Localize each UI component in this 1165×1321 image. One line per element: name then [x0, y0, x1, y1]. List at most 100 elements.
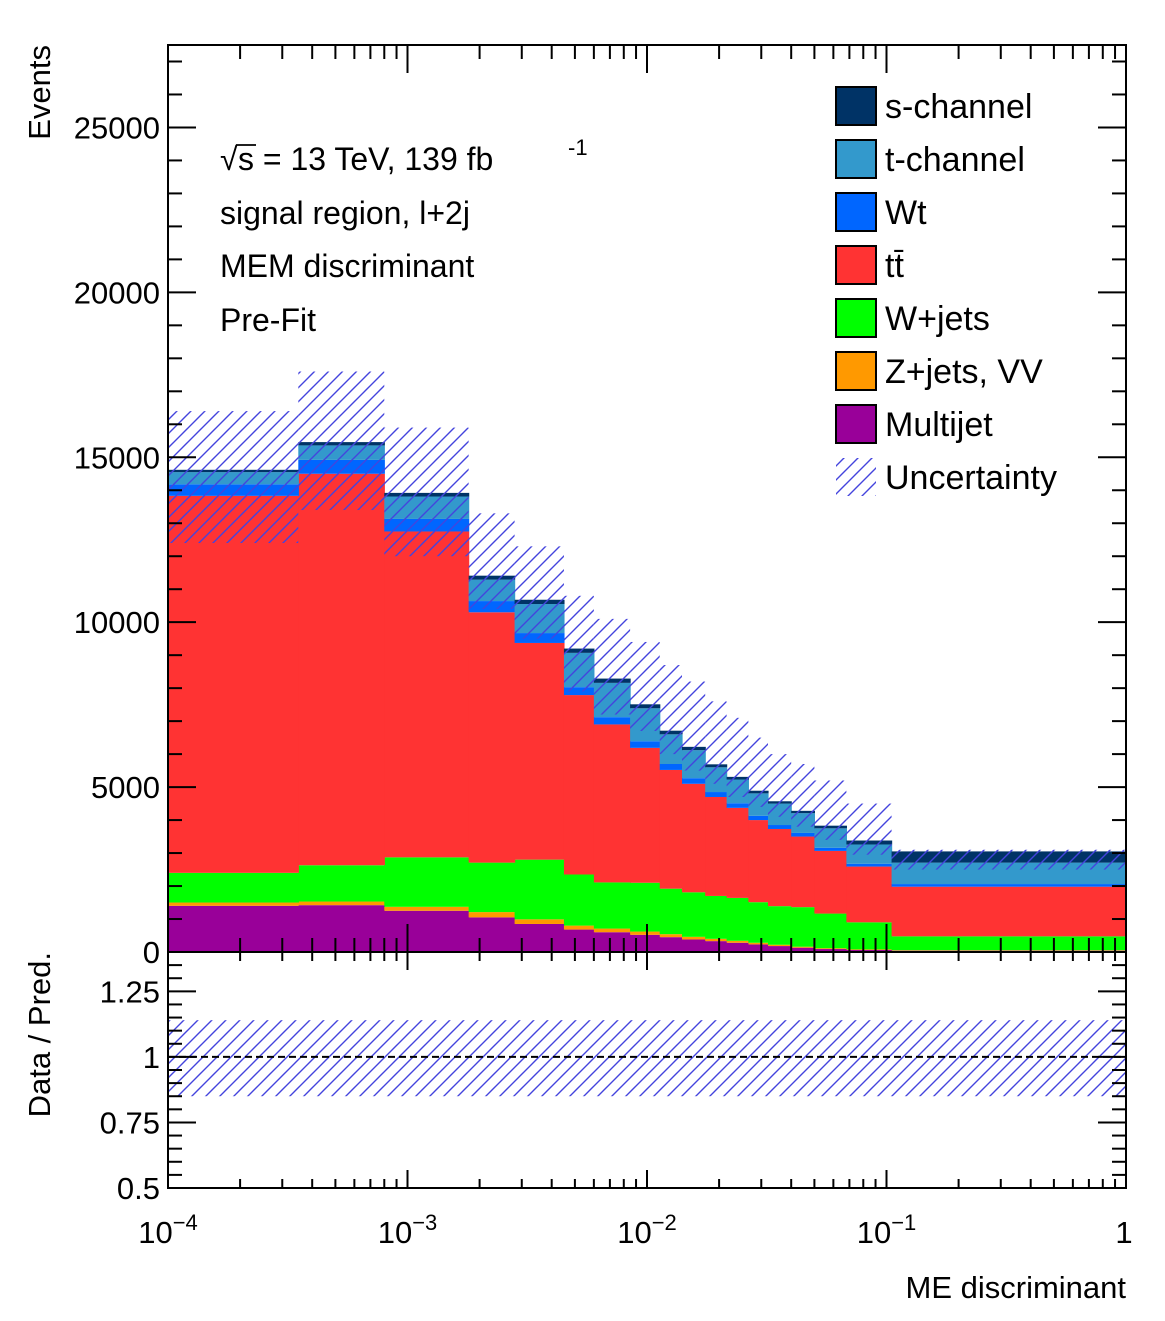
legend-label: W+jets	[885, 300, 990, 338]
bar-w-jets	[630, 883, 660, 932]
uncertainty-bin	[630, 642, 660, 731]
bar-tt	[564, 695, 595, 874]
y-axis-title: Events	[22, 45, 57, 140]
uncertainty-bin	[384, 428, 468, 557]
legend-item-w-jets: W+jets	[836, 299, 990, 338]
bar-z-jets-vv	[630, 932, 660, 935]
uncertainty-bin	[515, 546, 564, 638]
bar-multijet	[682, 939, 706, 952]
bar-tt	[469, 612, 516, 862]
bar-z-jets-vv	[682, 937, 706, 940]
legend-swatch	[836, 246, 876, 284]
uncertainty-bin	[168, 411, 298, 543]
x-tick-label: 10−2	[617, 1210, 677, 1250]
bar-z-jets-vv	[748, 943, 768, 945]
bar-tt	[727, 808, 749, 898]
bar-z-jets-vv	[814, 948, 847, 949]
bar-w-jets	[515, 860, 565, 920]
uncertainty-bin	[660, 665, 682, 754]
legend-item-t-channel: t-channel	[836, 140, 1025, 179]
x-tick-label: 10−1	[857, 1210, 917, 1250]
bar-tt	[791, 837, 815, 908]
bar-wt	[705, 792, 727, 797]
bar-z-jets-vv	[469, 912, 516, 917]
bar-tt	[682, 784, 706, 893]
bar-tt	[594, 724, 631, 882]
bar-z-jets-vv	[705, 939, 727, 941]
uncertainty-bin	[892, 850, 1126, 870]
bar-z-jets-vv	[298, 902, 385, 906]
bar-w-jets	[168, 873, 299, 903]
legend-swatch	[836, 352, 876, 390]
lumi-exponent: -1	[568, 135, 588, 160]
bar-z-jets-vv	[660, 934, 683, 937]
bar-w-jets	[469, 863, 516, 912]
uncertainty-bin	[705, 701, 726, 783]
bar-multijet	[168, 906, 299, 952]
legend-item-uncertainty: Uncertainty	[836, 458, 1057, 497]
bar-z-jets-vv	[727, 941, 749, 943]
legend-swatch	[836, 140, 876, 178]
y-tick-label: 15000	[74, 440, 160, 475]
bar-w-jets	[682, 892, 706, 937]
bar-multijet	[594, 932, 631, 952]
x-tick-label: 10−3	[378, 1210, 438, 1250]
plot-annotations: √ s = 13 TeV, 139 fb -1 signal region, l…	[220, 135, 588, 338]
bar-w-jets	[594, 882, 631, 928]
bar-multijet	[660, 937, 683, 952]
bar-tt	[384, 531, 469, 857]
ratio-y-axis-title: Data / Pred.	[22, 952, 57, 1117]
bar-tt	[705, 797, 727, 896]
bar-wt	[660, 764, 683, 770]
uncertainty-bin	[846, 804, 891, 855]
legend-label: tt̄	[885, 247, 904, 285]
bar-tt	[748, 820, 768, 902]
legend-label: Wt	[885, 194, 927, 232]
bar-w-jets	[768, 906, 792, 945]
bar-tt	[814, 851, 847, 914]
bar-tt	[660, 770, 683, 889]
y-tick-label: 25000	[74, 110, 160, 145]
bar-w-jets	[748, 902, 768, 943]
bar-z-jets-vv	[846, 949, 892, 950]
bar-multijet	[564, 930, 595, 952]
legend-label: s-channel	[885, 88, 1032, 126]
legend-swatch	[836, 193, 876, 231]
bar-tt	[168, 496, 299, 873]
legend-swatch	[836, 299, 876, 337]
discriminant-label: MEM discriminant	[220, 248, 474, 284]
bar-tt	[768, 829, 792, 906]
legend-item-s-channel: s-channel	[836, 87, 1032, 126]
bar-w-jets	[705, 896, 727, 939]
bar-z-jets-vv	[768, 945, 792, 946]
uncertainty-bin	[594, 619, 630, 715]
uncertainty-bin	[298, 372, 384, 511]
bar-w-jets	[384, 857, 469, 906]
x-axis-title: ME discriminant	[906, 1270, 1127, 1305]
bar-w-jets	[846, 922, 892, 949]
bar-wt	[791, 833, 815, 837]
uncertainty-bin	[768, 754, 791, 817]
legend-label: t-channel	[885, 141, 1025, 179]
sqrt-symbol: √	[220, 141, 238, 177]
uncertainty-bin	[564, 596, 594, 692]
uncertainty-bin	[469, 513, 515, 609]
bar-tt	[846, 867, 892, 923]
x-tick-label: 1	[1115, 1215, 1132, 1250]
bar-w-jets	[298, 865, 385, 901]
ratio-band	[168, 1020, 1126, 1096]
uncertainty-bin	[748, 738, 768, 807]
bar-wt	[892, 884, 1127, 887]
energy-lumi-label: s = 13 TeV, 139 fb	[238, 141, 493, 177]
legend-label: Multijet	[885, 406, 993, 444]
ratio-y-tick-label: 0.75	[100, 1105, 160, 1140]
bar-tt	[892, 887, 1127, 937]
bar-multijet	[630, 935, 660, 952]
region-label: signal region, l+2j	[220, 195, 470, 231]
legend-item-tt: tt̄	[836, 246, 904, 285]
bar-w-jets	[791, 907, 815, 947]
ratio-y-tick-label: 0.5	[117, 1171, 160, 1206]
bar-tt	[298, 474, 385, 865]
